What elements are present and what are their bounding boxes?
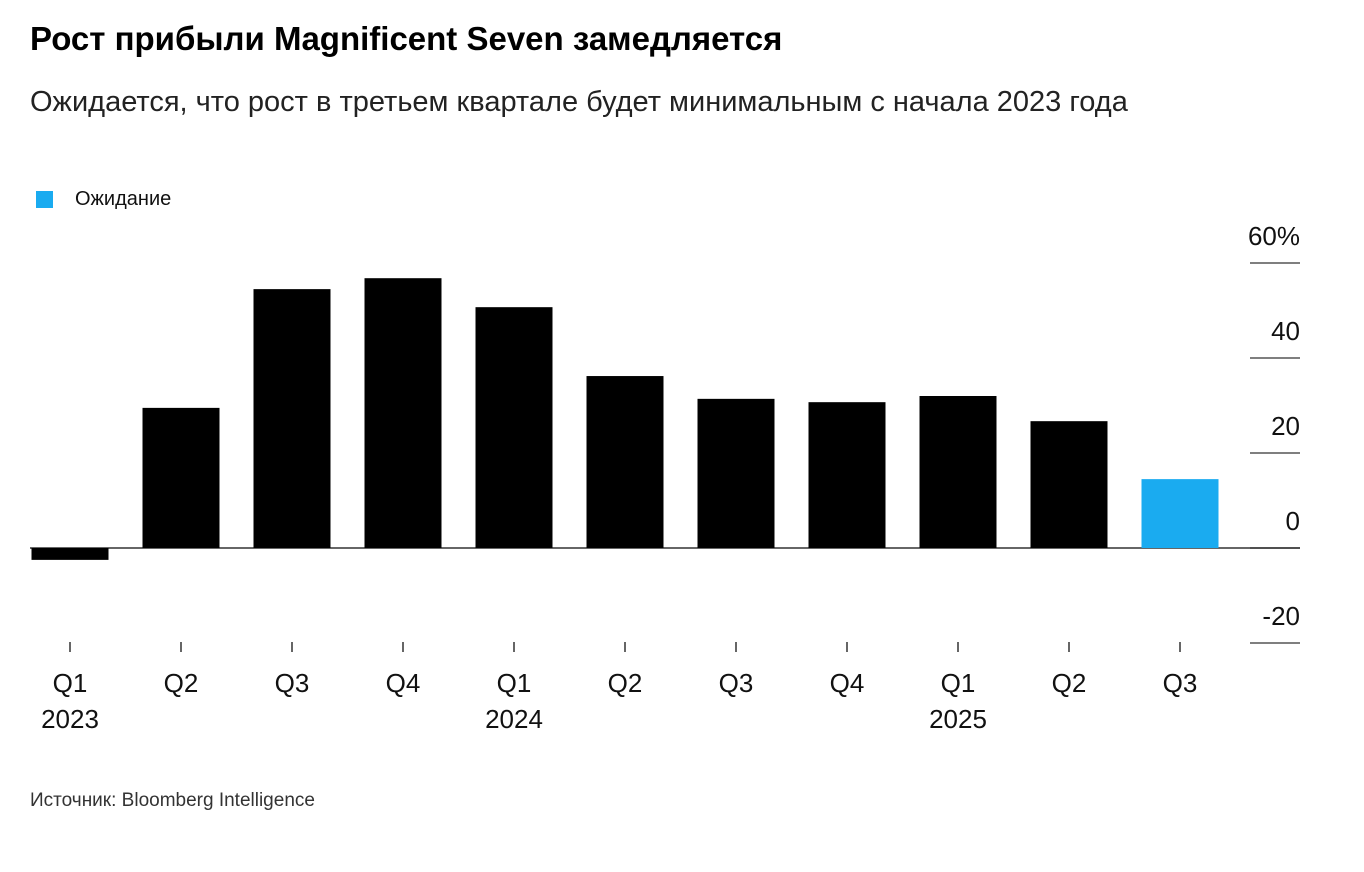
x-tick-label: Q2 xyxy=(1052,668,1087,698)
x-tick-label: Q4 xyxy=(386,668,421,698)
bar xyxy=(1030,421,1108,548)
y-tick-label: -20 xyxy=(1262,601,1300,631)
chart-subtitle: Ожидается, что рост в третьем квартале б… xyxy=(30,86,1128,118)
x-tick-label: Q2 xyxy=(608,668,643,698)
y-tick-label: 0 xyxy=(1286,506,1300,536)
bar xyxy=(919,396,997,548)
bar xyxy=(475,307,553,548)
x-tick-label: Q1 xyxy=(497,668,532,698)
x-tick-label: Q3 xyxy=(1163,668,1198,698)
x-tick-label: Q1 xyxy=(53,668,88,698)
chart-title: Рост прибыли Magnificent Seven замедляет… xyxy=(30,20,783,57)
y-tick-label: 40 xyxy=(1271,316,1300,346)
x-year-label: 2023 xyxy=(41,704,99,734)
x-tick-label: Q4 xyxy=(830,668,865,698)
x-year-label: 2024 xyxy=(485,704,543,734)
y-tick-label: 60% xyxy=(1248,221,1300,251)
bar xyxy=(586,376,664,548)
bar xyxy=(808,402,886,548)
bar xyxy=(253,289,331,548)
source-note: Источник: Bloomberg Intelligence xyxy=(30,790,315,811)
x-tick-label: Q1 xyxy=(941,668,976,698)
legend-label: Ожидание xyxy=(75,188,172,210)
x-year-label: 2025 xyxy=(929,704,987,734)
legend-swatch xyxy=(36,191,53,208)
x-tick-label: Q2 xyxy=(164,668,199,698)
y-tick-label: 20 xyxy=(1271,411,1300,441)
bar xyxy=(142,407,220,548)
legend: Ожидание xyxy=(36,188,171,211)
x-tick-label: Q3 xyxy=(719,668,754,698)
chart: -20 0 20 40 60% Q1 2023 Q2 Q3 Q4 Q1 2024 Q2 Q3 Q4 Q1 202… xyxy=(30,221,1300,734)
bar xyxy=(31,548,109,560)
bar xyxy=(697,398,775,548)
bar xyxy=(1141,479,1219,548)
x-tick-label: Q3 xyxy=(275,668,310,698)
bar xyxy=(364,278,442,548)
